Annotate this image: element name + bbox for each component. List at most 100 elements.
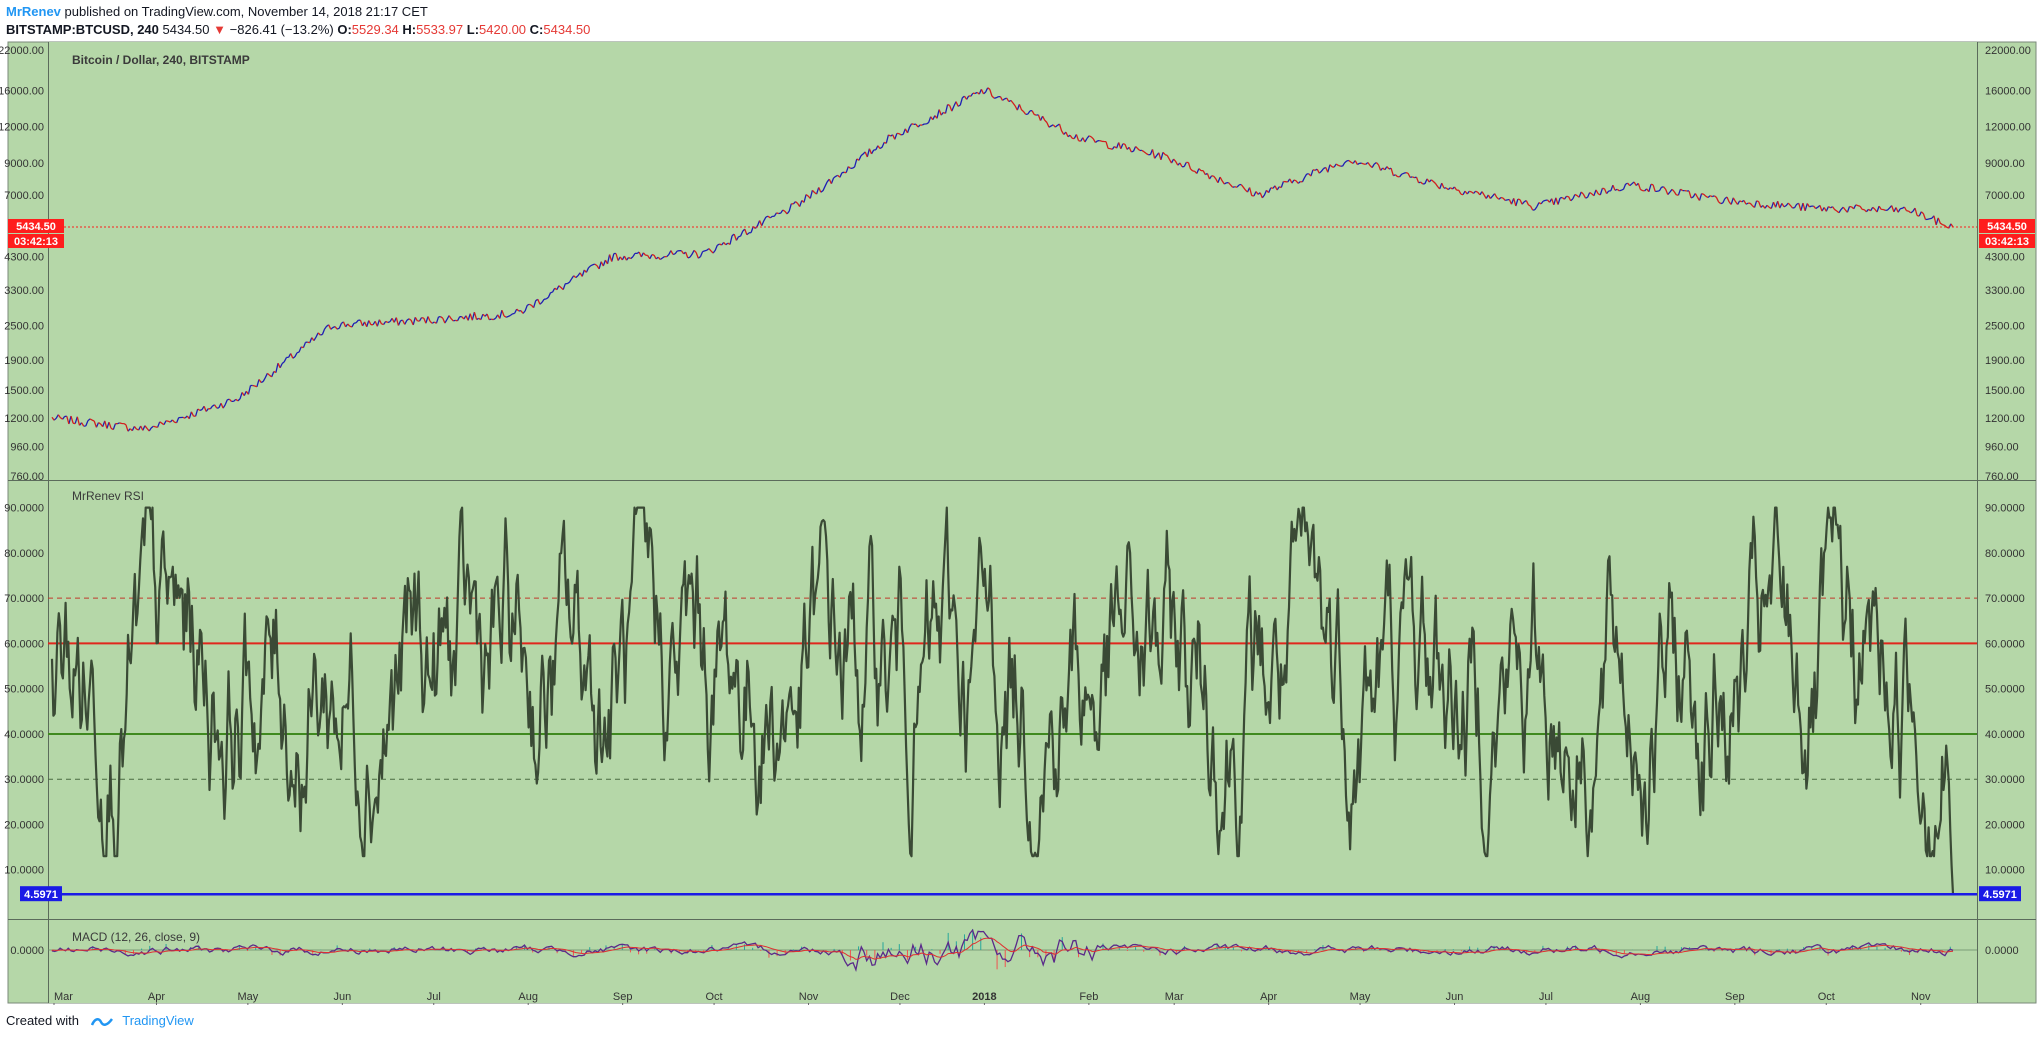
last-price-tag-label: 5434.50	[16, 221, 56, 233]
x-axis-label: Sep	[613, 991, 633, 1003]
price-series-up	[53, 87, 1952, 432]
rsi-axis-tick-left: 60.0000	[4, 638, 44, 650]
price-axis-tick-left: 1200.00	[4, 413, 44, 425]
low-value: 5420.00	[479, 22, 527, 37]
chart-background	[7, 41, 2037, 1004]
rsi-axis-tick-left: 20.0000	[4, 819, 44, 831]
publish-line: MrRenev published on TradingView.com, No…	[6, 4, 428, 19]
low-label: L:	[466, 22, 480, 37]
chart-canvas[interactable]: Bitcoin / Dollar, 240, BITSTAMP 5434.50 03…	[0, 0, 2041, 1005]
x-axis-label: Nov	[799, 991, 819, 1003]
x-axis-label: 2018	[972, 991, 996, 1003]
rsi-axis-tick-right: 40.0000	[1985, 729, 2025, 741]
rsi-series-line	[50, 506, 1955, 895]
high-value: 5533.97	[416, 22, 464, 37]
x-axis-label: Jun	[1446, 991, 1464, 1003]
rsi-axis-tick-right: 30.0000	[1985, 774, 2025, 786]
price-pane[interactable]: Bitcoin / Dollar, 240, BITSTAMP 5434.50 03…	[8, 53, 2035, 432]
countdown-tag-label: 03:42:13	[1985, 236, 2029, 248]
x-axis-label: Jul	[1539, 991, 1553, 1003]
rsi-last-value-label: 4.5971	[24, 889, 58, 901]
rsi-last-value-label: 4.5971	[1983, 889, 2017, 901]
macd-pane-title: MACD (12, 26, close, 9)	[72, 930, 200, 944]
last-price-tag	[1979, 218, 2035, 233]
price-axis-tick-left: 1900.00	[4, 355, 44, 367]
symbol-line: BITSTAMP:BTCUSD, 240 5434.50 ▼ −826.41 (…	[6, 22, 590, 37]
rsi-axis-tick-left: 30.0000	[4, 774, 44, 786]
open-label: O:	[337, 22, 352, 37]
rsi-axis-tick-right: 90.0000	[1985, 503, 2025, 515]
rsi-pane-title: MrRenev RSI	[72, 489, 144, 503]
price-axis-tick-right: 12000.00	[1985, 122, 2031, 134]
rsi-axis-tick-left: 80.0000	[4, 548, 44, 560]
price-axis-tick-right: 9000.00	[1985, 158, 2025, 170]
plot-area	[48, 42, 1977, 1003]
rsi-axis-tick-right: 20.0000	[1985, 819, 2025, 831]
last-price-tag-label: 5434.50	[1987, 221, 2027, 233]
tradingview-logo-icon	[90, 1017, 113, 1026]
rsi-axis-tick-right: 50.0000	[1985, 684, 2025, 696]
rsi-axis-tick-left: 90.0000	[4, 503, 44, 515]
price-axis-tick-left: 12000.00	[0, 122, 44, 134]
price-axis-tick-right: 22000.00	[1985, 45, 2031, 57]
open-value: 5529.34	[351, 22, 399, 37]
price-axis-tick-right: 960.00	[1985, 441, 2019, 453]
macd-axis-tick-right: 0.0000	[1985, 945, 2019, 957]
price-axis-tick-left: 4300.00	[4, 252, 44, 264]
rsi-axis-tick-left: 40.0000	[4, 729, 44, 741]
rsi-pane[interactable]: MrRenev RSI 4.5971 4.5971	[20, 489, 2021, 902]
last-price-tag	[8, 218, 64, 233]
countdown-tag	[8, 233, 64, 248]
x-axis-label: Mar	[1165, 991, 1184, 1003]
price-change: −826.41 (−13.2%)	[229, 22, 334, 37]
price-axis-tick-left: 22000.00	[0, 45, 44, 57]
x-axis-label: Jun	[333, 991, 351, 1003]
x-axis-label: Oct	[1818, 991, 1835, 1003]
price-axis-tick-right: 1900.00	[1985, 355, 2025, 367]
price-axis-tick-right: 3300.00	[1985, 285, 2025, 297]
price-axis-tick-right: 760.00	[1985, 471, 2019, 483]
x-axis-label: Aug	[518, 991, 538, 1003]
countdown-tag	[1979, 233, 2035, 248]
macd-signal-line	[51, 937, 1954, 960]
tradingview-link[interactable]: TradingView	[122, 1013, 194, 1028]
x-axis-label: Dec	[890, 991, 910, 1003]
close-label: C:	[529, 22, 544, 37]
price-series-down	[51, 87, 1954, 432]
author-link[interactable]: MrRenev	[6, 4, 61, 19]
macd-pane[interactable]: MACD (12, 26, close, 9)	[48, 928, 1977, 973]
x-axis-label: May	[1350, 991, 1371, 1003]
last-price: 5434.50	[162, 22, 210, 37]
price-axis-tick-left: 960.00	[10, 441, 44, 453]
x-axis-label: Jul	[427, 991, 441, 1003]
rsi-axis-tick-right: 60.0000	[1985, 638, 2025, 650]
price-axis-tick-left: 16000.00	[0, 85, 44, 97]
close-value: 5434.50	[543, 22, 591, 37]
x-axis-label: Mar	[54, 991, 73, 1003]
x-axis-label: Nov	[1911, 991, 1931, 1003]
rsi-axis-tick-right: 70.0000	[1985, 593, 2025, 605]
price-axis-tick-right: 1200.00	[1985, 413, 2025, 425]
rsi-axis-tick-right: 10.0000	[1985, 865, 2025, 877]
price-axis-tick-left: 760.00	[10, 471, 44, 483]
x-axis-label: Apr	[1260, 991, 1277, 1003]
price-axis-tick-left: 1500.00	[4, 385, 44, 397]
rsi-last-value-tag	[20, 886, 62, 902]
price-axis-tick-right: 1500.00	[1985, 385, 2025, 397]
down-arrow-icon: ▼	[213, 22, 227, 37]
rsi-axis-tick-left: 10.0000	[4, 865, 44, 877]
published-text: published on TradingView.com, November 1…	[64, 4, 428, 19]
price-axis-tick-right: 16000.00	[1985, 85, 2031, 97]
price-axis-tick-left: 3300.00	[4, 285, 44, 297]
x-axis-label: Aug	[1631, 991, 1651, 1003]
price-axis-tick-left: 2500.00	[4, 320, 44, 332]
rsi-axis-tick-left: 70.0000	[4, 593, 44, 605]
axes: 22000.00 22000.00 16000.00 16000.00 12000.00…	[0, 45, 2031, 1005]
x-axis-label: Apr	[148, 991, 165, 1003]
rsi-axis-tick-right: 80.0000	[1985, 548, 2025, 560]
x-axis-label: Oct	[706, 991, 723, 1003]
rsi-axis-tick-left: 50.0000	[4, 684, 44, 696]
x-axis-label: May	[237, 991, 258, 1003]
created-with-text: Created with	[6, 1013, 79, 1028]
price-axis-tick-left: 9000.00	[4, 158, 44, 170]
